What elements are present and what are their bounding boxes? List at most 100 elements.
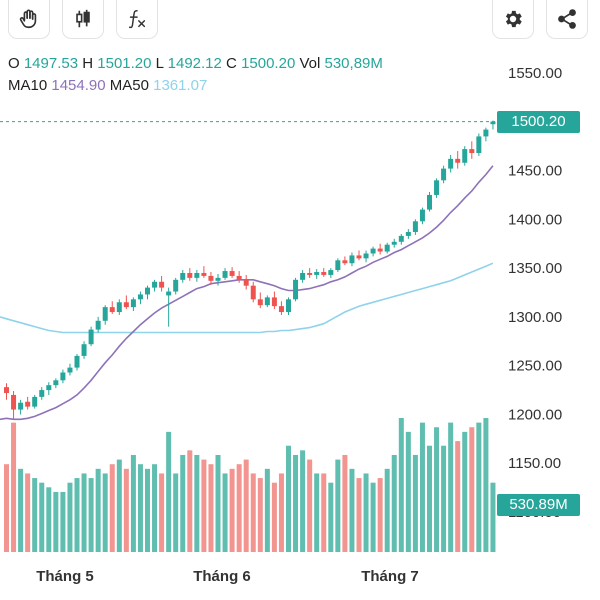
close-value: 1500.20	[241, 55, 296, 72]
volume-bar	[18, 468, 24, 552]
volume-bar	[201, 459, 207, 552]
candle-body	[264, 297, 270, 306]
candle-body	[166, 291, 172, 296]
y-tick-label: 1150.00	[508, 455, 561, 472]
volume-bar	[25, 473, 31, 552]
indicators-button[interactable]	[116, 0, 158, 39]
volume-bar	[321, 473, 327, 552]
x-tick-label: Tháng 7	[361, 568, 419, 585]
volume-bar	[441, 445, 447, 552]
candle-body	[490, 121, 496, 125]
volume-bar	[67, 482, 73, 552]
candle-body	[180, 272, 186, 280]
candle-body	[229, 271, 235, 276]
candle-body	[46, 385, 52, 391]
volume-bar	[95, 468, 101, 552]
candle-body	[257, 299, 263, 306]
candle-body	[11, 394, 17, 410]
ma-legend: MA10 1454.90 MA50 1361.07	[8, 77, 207, 94]
volume-bar	[137, 464, 143, 552]
share-button[interactable]	[546, 0, 588, 39]
volume-bar	[356, 478, 362, 552]
volume-bar	[419, 422, 425, 552]
candle-body	[412, 221, 418, 233]
candle-body	[88, 329, 94, 345]
candle-body	[391, 241, 397, 245]
candle-body	[4, 387, 9, 393]
candle-body	[109, 307, 115, 313]
candle-body	[286, 299, 291, 313]
volume-bar	[349, 468, 355, 552]
settings-button[interactable]	[492, 0, 534, 39]
candle-body	[243, 279, 249, 286]
candle-body	[342, 260, 348, 264]
last-volume-badge: 530.89M	[497, 494, 580, 516]
candle-body	[455, 158, 461, 163]
volume-bar	[32, 478, 38, 552]
volume-bar	[208, 464, 214, 552]
candle-body	[335, 260, 341, 271]
candle-body	[363, 253, 369, 259]
volume-bar	[11, 422, 17, 552]
volume-bar	[60, 491, 66, 552]
candle-body	[74, 355, 80, 368]
volume-bar	[335, 459, 341, 552]
ma10-line	[0, 165, 494, 421]
volume-bar	[222, 473, 228, 552]
high-label: H	[82, 55, 94, 72]
volume-bar	[384, 468, 390, 552]
candle-body	[441, 168, 447, 181]
candle-body	[173, 279, 179, 292]
ma50-value: 1361.07	[153, 77, 208, 94]
volume-bar	[370, 482, 376, 552]
candle-body	[194, 272, 200, 278]
y-tick-label: 1300.00	[508, 309, 562, 326]
candle-body	[123, 302, 129, 308]
candle-body	[159, 281, 165, 288]
volume-bar	[173, 473, 179, 552]
volume-bar	[229, 468, 235, 552]
candle-body	[215, 277, 221, 281]
candle-body	[145, 287, 150, 295]
y-tick-label: 1200.00	[508, 406, 562, 423]
candle-body	[39, 390, 45, 397]
candle-body	[434, 180, 440, 195]
close-label: C	[226, 55, 237, 72]
volume-bar	[483, 418, 489, 552]
volume-bar	[88, 478, 94, 552]
candle-body	[370, 248, 376, 254]
volume-bar	[427, 445, 432, 552]
volume-bar	[145, 468, 150, 552]
volume-bar	[342, 454, 348, 552]
volume-value: 530,89M	[324, 55, 383, 72]
volume-bar	[39, 482, 45, 552]
chart-type-button[interactable]	[62, 0, 104, 39]
volume-bar	[187, 450, 193, 552]
candle-body	[377, 248, 383, 252]
candle-body	[300, 272, 306, 280]
volume-bar	[314, 473, 320, 552]
volume-bar	[180, 454, 186, 552]
volume-bar	[109, 464, 115, 552]
volume-bar	[123, 468, 129, 552]
candle-body	[222, 271, 228, 278]
y-tick-label: 1400.00	[508, 211, 562, 228]
hand-tool-button[interactable]	[8, 0, 50, 39]
candle-body	[32, 396, 38, 407]
open-value: 1497.53	[23, 55, 79, 72]
candle-body	[208, 275, 214, 281]
candle-body	[398, 235, 404, 242]
volume-bar	[286, 445, 291, 552]
volume-bar	[490, 482, 496, 552]
volume-bar	[391, 454, 397, 552]
candle-body	[102, 307, 108, 321]
y-tick-label: 1450.00	[508, 163, 562, 180]
candle-body	[271, 297, 277, 307]
volume-bar	[243, 459, 249, 552]
volume-bar	[74, 478, 80, 552]
ohlc-legend: O 1497.53 H 1501.20 L 1492.12 C 1500.20 …	[8, 55, 383, 72]
candle-body	[201, 272, 207, 276]
gear-icon	[505, 10, 522, 28]
candle-body	[18, 402, 24, 410]
